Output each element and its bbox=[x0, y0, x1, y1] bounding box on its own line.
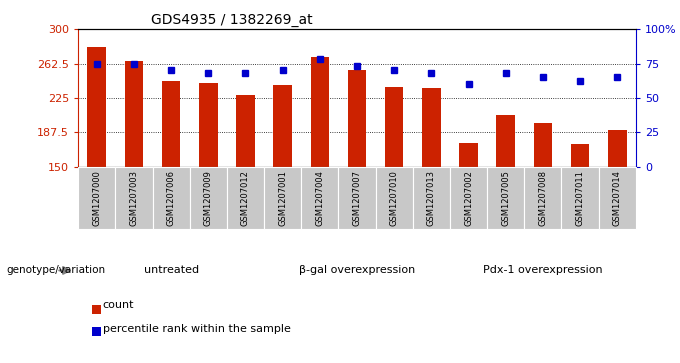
Text: GSM1207014: GSM1207014 bbox=[613, 170, 622, 226]
Bar bbox=[301, 167, 339, 229]
Text: untreated: untreated bbox=[143, 265, 199, 276]
Text: β-gal overexpression: β-gal overexpression bbox=[299, 265, 415, 276]
Bar bbox=[273, 85, 292, 167]
Bar bbox=[496, 115, 515, 167]
Text: GDS4935 / 1382269_at: GDS4935 / 1382269_at bbox=[151, 13, 312, 26]
Bar bbox=[339, 167, 375, 229]
Text: GSM1207012: GSM1207012 bbox=[241, 170, 250, 226]
Text: GSM1207003: GSM1207003 bbox=[129, 170, 139, 226]
Bar bbox=[152, 167, 190, 229]
Bar bbox=[227, 167, 264, 229]
Text: GSM1207009: GSM1207009 bbox=[204, 170, 213, 226]
Bar bbox=[162, 81, 180, 167]
Text: genotype/variation: genotype/variation bbox=[7, 265, 106, 276]
Text: GSM1207010: GSM1207010 bbox=[390, 170, 398, 226]
Text: percentile rank within the sample: percentile rank within the sample bbox=[103, 323, 291, 334]
Bar bbox=[571, 144, 590, 167]
Text: GSM1207005: GSM1207005 bbox=[501, 170, 510, 226]
Bar bbox=[311, 57, 329, 167]
Bar bbox=[487, 167, 524, 229]
Bar bbox=[608, 130, 626, 167]
Text: GSM1207000: GSM1207000 bbox=[92, 170, 101, 226]
Text: Pdx-1 overexpression: Pdx-1 overexpression bbox=[483, 265, 602, 276]
Bar bbox=[124, 61, 143, 167]
Bar bbox=[459, 143, 478, 167]
Bar bbox=[78, 167, 116, 229]
Text: GSM1207013: GSM1207013 bbox=[427, 170, 436, 226]
Text: GSM1207004: GSM1207004 bbox=[316, 170, 324, 226]
Bar bbox=[347, 69, 367, 167]
Bar bbox=[116, 167, 152, 229]
Bar bbox=[534, 123, 552, 167]
Bar bbox=[562, 167, 598, 229]
Bar bbox=[450, 167, 487, 229]
Bar bbox=[264, 167, 301, 229]
Text: GSM1207002: GSM1207002 bbox=[464, 170, 473, 226]
Bar bbox=[422, 88, 441, 167]
Bar bbox=[413, 167, 450, 229]
Bar bbox=[88, 46, 106, 167]
Text: GSM1207011: GSM1207011 bbox=[575, 170, 585, 226]
Text: GSM1207007: GSM1207007 bbox=[352, 170, 362, 226]
Bar bbox=[236, 95, 255, 167]
Bar bbox=[199, 83, 218, 167]
Bar bbox=[524, 167, 562, 229]
Bar bbox=[375, 167, 413, 229]
Text: count: count bbox=[103, 300, 135, 310]
Text: GSM1207006: GSM1207006 bbox=[167, 170, 175, 226]
Text: GSM1207008: GSM1207008 bbox=[539, 170, 547, 226]
Bar bbox=[190, 167, 227, 229]
Bar bbox=[385, 87, 403, 167]
Text: GSM1207001: GSM1207001 bbox=[278, 170, 287, 226]
Bar bbox=[598, 167, 636, 229]
